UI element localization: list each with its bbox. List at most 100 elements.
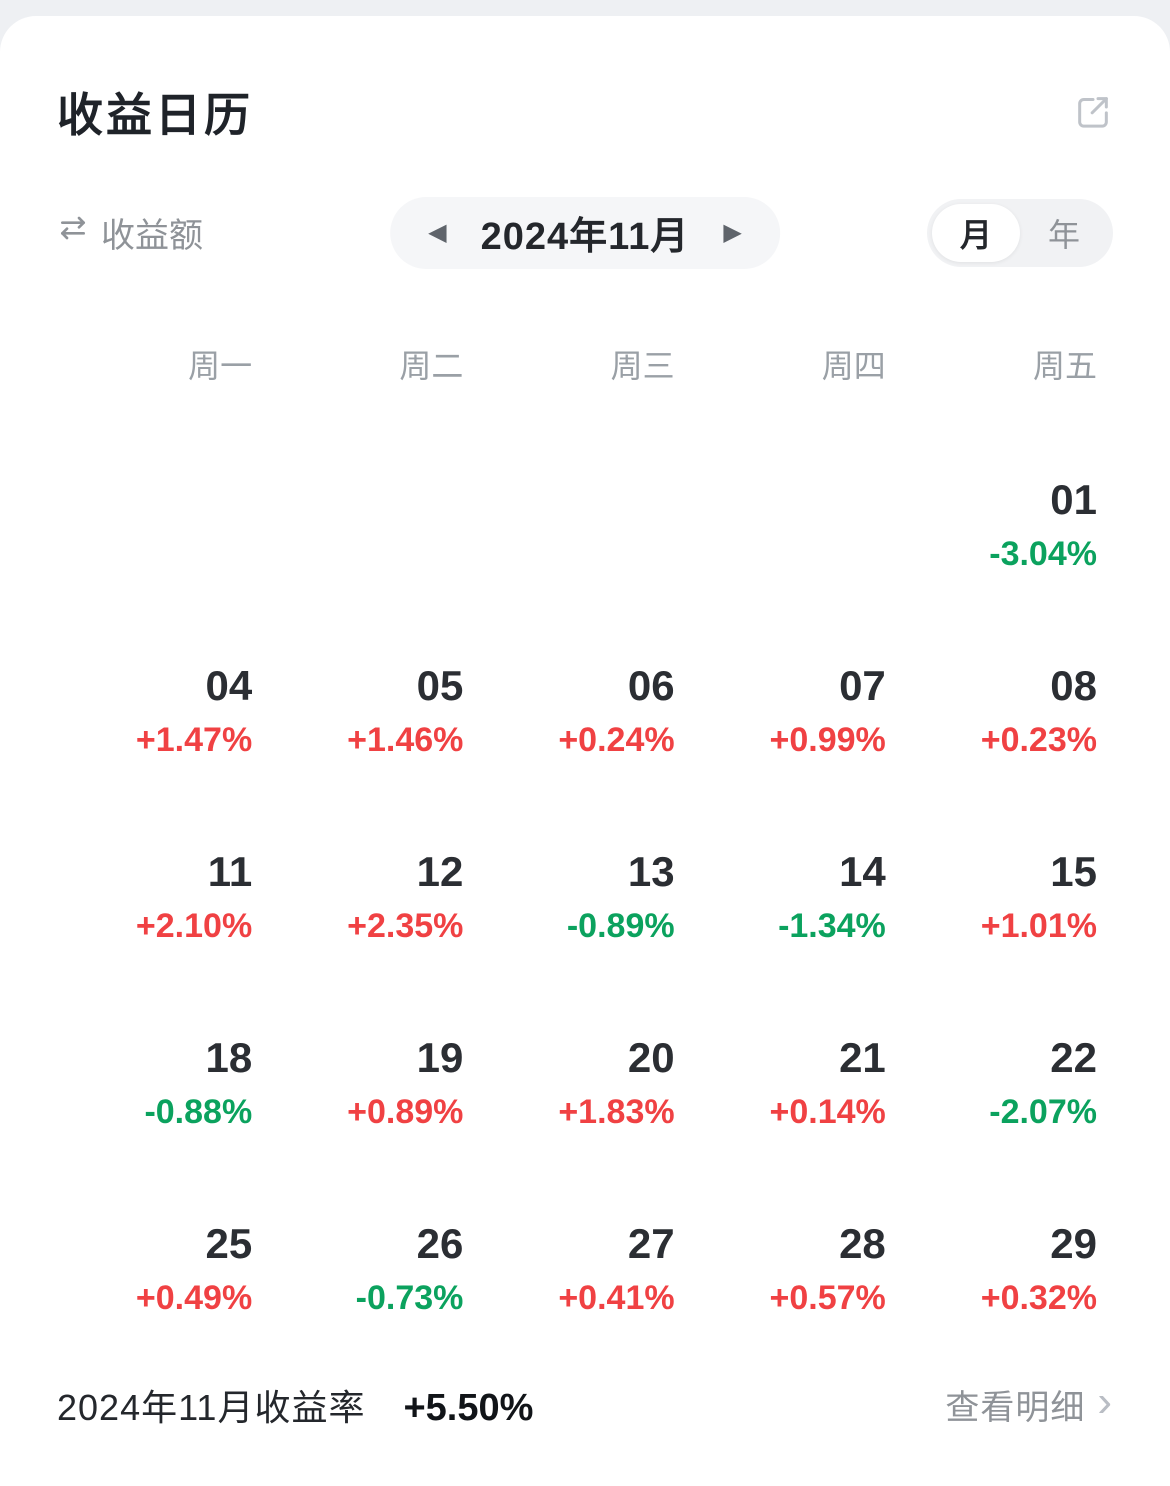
metric-toggle-label: 收益额	[101, 217, 203, 256]
summary-label: 2024年11月收益率	[57, 1386, 366, 1428]
day-number: 29	[1050, 1219, 1097, 1267]
calendar-cell[interactable]: 15 +1.01%	[902, 847, 1113, 945]
day-number: 27	[627, 1219, 675, 1267]
calendar-cell[interactable]: 14 -1.34%	[691, 847, 902, 945]
day-number: 01	[1050, 475, 1097, 523]
return-value: +1.47%	[135, 720, 253, 759]
period-segmented-control: 月 年	[927, 198, 1113, 267]
day-number: 04	[205, 661, 253, 709]
return-value: -3.04%	[989, 534, 1097, 573]
day-number: 05	[416, 661, 464, 709]
calendar-cell-empty	[57, 479, 268, 573]
weekday-header: 周五	[1032, 347, 1097, 384]
calendar-week-row: 01 -3.04%	[57, 475, 1113, 573]
calendar-cell[interactable]: 13 -0.89%	[479, 847, 690, 945]
metric-toggle-button[interactable]: 收益额	[57, 208, 203, 257]
return-value: +1.01%	[980, 906, 1097, 945]
calendar-week-row: 18 -0.88% 19 +0.89% 20 +1.83% 21 +0.14% 22 -2.07%	[57, 1033, 1113, 1131]
calendar-cell[interactable]: 04 +1.47%	[57, 661, 268, 759]
day-number: 21	[839, 1033, 886, 1081]
calendar-cell[interactable]: 26 -0.73%	[268, 1219, 479, 1317]
return-value: +1.83%	[558, 1092, 675, 1131]
return-value: +0.23%	[980, 720, 1097, 759]
weekday-header: 周三	[610, 347, 675, 384]
prev-month-button[interactable]: ◀	[428, 218, 447, 246]
return-value: -0.89%	[566, 906, 675, 945]
calendar-cell[interactable]: 20 +1.83%	[479, 1033, 690, 1131]
chevron-right-icon: ›	[1097, 1376, 1113, 1426]
month-label: 2024年11月	[480, 216, 690, 259]
calendar-cell[interactable]: 07 +0.99%	[691, 661, 902, 759]
return-value: -0.88%	[144, 1092, 253, 1131]
calendar-cell[interactable]: 08 +0.23%	[902, 661, 1113, 759]
day-number: 07	[839, 661, 886, 709]
calendar-cell[interactable]: 12 +2.35%	[268, 847, 479, 945]
return-value: +0.32%	[980, 1278, 1097, 1317]
day-number: 19	[416, 1033, 464, 1081]
return-value: -2.07%	[989, 1092, 1097, 1131]
calendar-cell[interactable]: 28 +0.57%	[691, 1219, 902, 1317]
swap-icon	[57, 212, 89, 253]
footer: 2024年11月收益率 +5.50% 查看明细 ›	[57, 1379, 1113, 1431]
day-number: 15	[1050, 847, 1097, 895]
day-number: 14	[839, 847, 886, 895]
weekday-header: 周二	[399, 347, 464, 384]
earnings-calendar-card: 收益日历 收益额 ◀	[0, 16, 1170, 1486]
return-value: -1.34%	[778, 906, 886, 945]
calendar-cell[interactable]: 05 +1.46%	[268, 661, 479, 759]
calendar-cell[interactable]: 29 +0.32%	[902, 1219, 1113, 1317]
calendar-week-row: 25 +0.49% 26 -0.73% 27 +0.41% 28 +0.57% 29 +0.32%	[57, 1219, 1113, 1317]
monthly-summary: 2024年11月收益率 +5.50%	[57, 1379, 533, 1431]
segment-month[interactable]: 月	[932, 203, 1020, 262]
page-title: 收益日历	[57, 89, 253, 141]
calendar-cell-empty	[691, 479, 902, 573]
calendar-cell[interactable]: 06 +0.24%	[479, 661, 690, 759]
weekday-header-row: 周一 周二 周三 周四 周五	[57, 341, 1113, 387]
day-number: 26	[416, 1219, 464, 1267]
summary-value: +5.50%	[403, 1386, 534, 1429]
return-value: +0.24%	[558, 720, 675, 759]
header: 收益日历	[57, 90, 1113, 141]
return-value: -0.73%	[355, 1278, 464, 1317]
calendar-cell-empty	[268, 479, 479, 573]
return-value: +0.57%	[769, 1278, 886, 1317]
return-value: +0.99%	[769, 720, 886, 759]
calendar-cell-empty	[479, 479, 690, 573]
month-selector: ◀ 2024年11月 ▶	[390, 196, 780, 269]
weekday-header: 周一	[188, 347, 253, 384]
calendar-cell[interactable]: 18 -0.88%	[57, 1033, 268, 1131]
calendar-grid: 01 -3.04% 04 +1.47% 05 +1.46% 06 +0.24% 07 +0.99%…	[57, 475, 1113, 1317]
calendar-cell[interactable]: 01 -3.04%	[902, 475, 1113, 573]
segment-year[interactable]: 年	[1020, 204, 1108, 262]
return-value: +0.14%	[769, 1092, 886, 1131]
calendar-cell[interactable]: 22 -2.07%	[902, 1033, 1113, 1131]
calendar-cell[interactable]: 21 +0.14%	[691, 1033, 902, 1131]
return-value: +0.41%	[558, 1278, 675, 1317]
next-month-button[interactable]: ▶	[723, 218, 742, 246]
day-number: 06	[627, 661, 675, 709]
calendar-cell[interactable]: 11 +2.10%	[57, 847, 268, 945]
day-number: 18	[205, 1033, 253, 1081]
return-value: +2.35%	[347, 906, 464, 945]
weekday-header: 周四	[821, 347, 886, 384]
day-number: 08	[1050, 661, 1097, 709]
day-number: 20	[627, 1033, 675, 1081]
day-number: 25	[205, 1219, 253, 1267]
detail-link[interactable]: 查看明细 ›	[945, 1376, 1113, 1429]
calendar-cell[interactable]: 25 +0.49%	[57, 1219, 268, 1317]
calendar-cell[interactable]: 27 +0.41%	[479, 1219, 690, 1317]
calendar-week-row: 11 +2.10% 12 +2.35% 13 -0.89% 14 -1.34% 15 +1.01%	[57, 847, 1113, 945]
external-link-icon	[1073, 97, 1113, 135]
day-number: 12	[416, 847, 464, 895]
return-value: +1.46%	[347, 720, 464, 759]
return-value: +2.10%	[135, 906, 253, 945]
calendar-cell[interactable]: 19 +0.89%	[268, 1033, 479, 1131]
return-value: +0.49%	[135, 1278, 253, 1317]
return-value: +0.89%	[347, 1092, 464, 1131]
day-number: 13	[627, 847, 675, 895]
day-number: 28	[839, 1219, 886, 1267]
day-number: 11	[207, 847, 253, 895]
external-link-button[interactable]	[1073, 92, 1113, 135]
detail-link-label: 查看明细	[945, 1389, 1086, 1428]
day-number: 22	[1050, 1033, 1097, 1081]
